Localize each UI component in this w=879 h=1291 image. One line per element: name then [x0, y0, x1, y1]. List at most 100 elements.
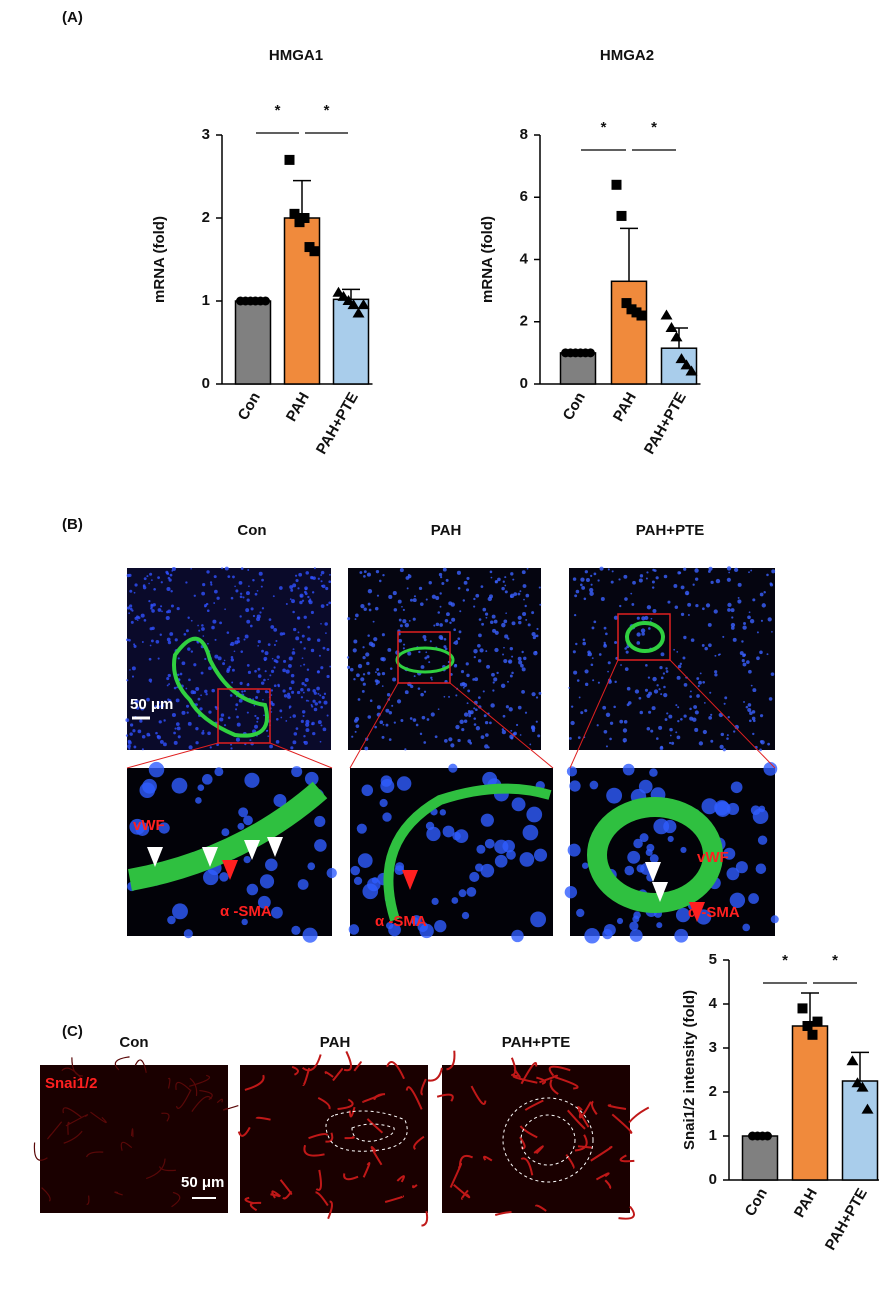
nucleus: [501, 586, 505, 591]
nucleus: [167, 640, 172, 645]
data-point: [289, 208, 300, 219]
nucleus: [648, 710, 652, 714]
nucleus: [314, 839, 327, 852]
nucleus: [434, 735, 438, 739]
nucleus: [509, 646, 514, 651]
tissue: [512, 1074, 538, 1084]
nucleus: [320, 705, 324, 709]
nucleus: [683, 683, 688, 687]
nucleus: [634, 689, 640, 694]
nucleus: [148, 582, 150, 585]
nucleus: [431, 594, 436, 599]
nucleus: [675, 907, 691, 923]
nucleus: [480, 585, 484, 589]
nucleus: [476, 844, 486, 854]
nucleus: [157, 657, 160, 660]
nucleus: [193, 594, 196, 597]
nucleus: [353, 876, 363, 886]
nucleus: [271, 657, 274, 660]
nucleus: [263, 678, 266, 682]
nucleus: [511, 671, 514, 675]
nucleus: [424, 656, 428, 660]
nucleus: [148, 678, 153, 683]
nucleus: [726, 566, 732, 571]
nucleus: [329, 665, 332, 668]
nucleus: [362, 646, 365, 649]
nucleus: [584, 669, 589, 674]
tissue: [62, 1107, 82, 1118]
y-axis-label: mRNA (fold): [479, 216, 496, 303]
nucleus: [523, 656, 527, 661]
nucleus: [679, 662, 683, 666]
nucleus: [375, 570, 380, 574]
x-tick-label: PAH+PTE: [822, 1185, 871, 1253]
nucleus: [354, 618, 357, 621]
nucleus: [423, 690, 427, 693]
nucleus: [517, 592, 521, 596]
nucleus: [171, 566, 176, 572]
nucleus: [307, 862, 316, 871]
nucleus: [466, 673, 470, 678]
nucleus: [485, 733, 489, 737]
nucleus: [214, 767, 224, 777]
nucleus: [375, 671, 377, 674]
nucleus: [141, 734, 146, 739]
nucleus: [381, 671, 386, 676]
nucleus: [300, 687, 304, 692]
nucleus: [474, 677, 479, 682]
tissue: [513, 1068, 521, 1079]
nucleus: [160, 581, 163, 584]
nucleus: [353, 639, 358, 644]
nucleus: [389, 667, 393, 670]
nucleus: [597, 579, 600, 582]
nucleus: [173, 731, 176, 735]
nucleus: [320, 622, 322, 625]
nucleus: [143, 577, 147, 581]
bar: [660, 347, 698, 385]
nucleus: [590, 583, 593, 586]
significance-label: *: [782, 952, 788, 969]
nucleus: [727, 716, 730, 719]
nucleus: [509, 595, 513, 598]
tissue: [344, 1135, 355, 1140]
nucleus: [502, 714, 506, 718]
nucleus: [271, 906, 283, 919]
nucleus: [285, 603, 288, 606]
nucleus: [291, 599, 295, 604]
nucleus: [190, 650, 194, 653]
nucleus: [181, 710, 186, 715]
nucleus: [748, 669, 752, 674]
nucleus: [355, 724, 360, 728]
nucleus: [306, 668, 310, 671]
nucleus: [296, 616, 301, 620]
nucleus: [231, 668, 235, 672]
nucleus: [160, 703, 164, 708]
nucleus: [167, 673, 171, 678]
nucleus: [664, 718, 668, 721]
nucleus: [311, 721, 315, 726]
nucleus: [140, 613, 145, 618]
nucleus: [624, 667, 629, 671]
nucleus: [214, 705, 217, 709]
nucleus: [726, 577, 731, 582]
nucleus: [572, 577, 577, 581]
nucleus: [226, 669, 230, 673]
nucleus: [326, 674, 330, 679]
nucleus: [768, 697, 773, 701]
nucleus: [529, 743, 532, 746]
nucleus: [239, 615, 242, 618]
nucleus: [388, 594, 393, 600]
nucleus: [160, 605, 163, 608]
nucleus: [492, 681, 495, 684]
nucleus: [665, 667, 668, 670]
nucleus: [639, 710, 644, 715]
nucleus: [487, 746, 490, 749]
nucleus: [238, 580, 243, 585]
nucleus: [257, 895, 271, 909]
nucleus: [524, 711, 528, 714]
nucleus: [482, 607, 487, 612]
nucleus: [307, 637, 311, 641]
nucleus: [134, 706, 138, 709]
nucleus: [459, 682, 464, 687]
nucleus: [410, 684, 414, 689]
